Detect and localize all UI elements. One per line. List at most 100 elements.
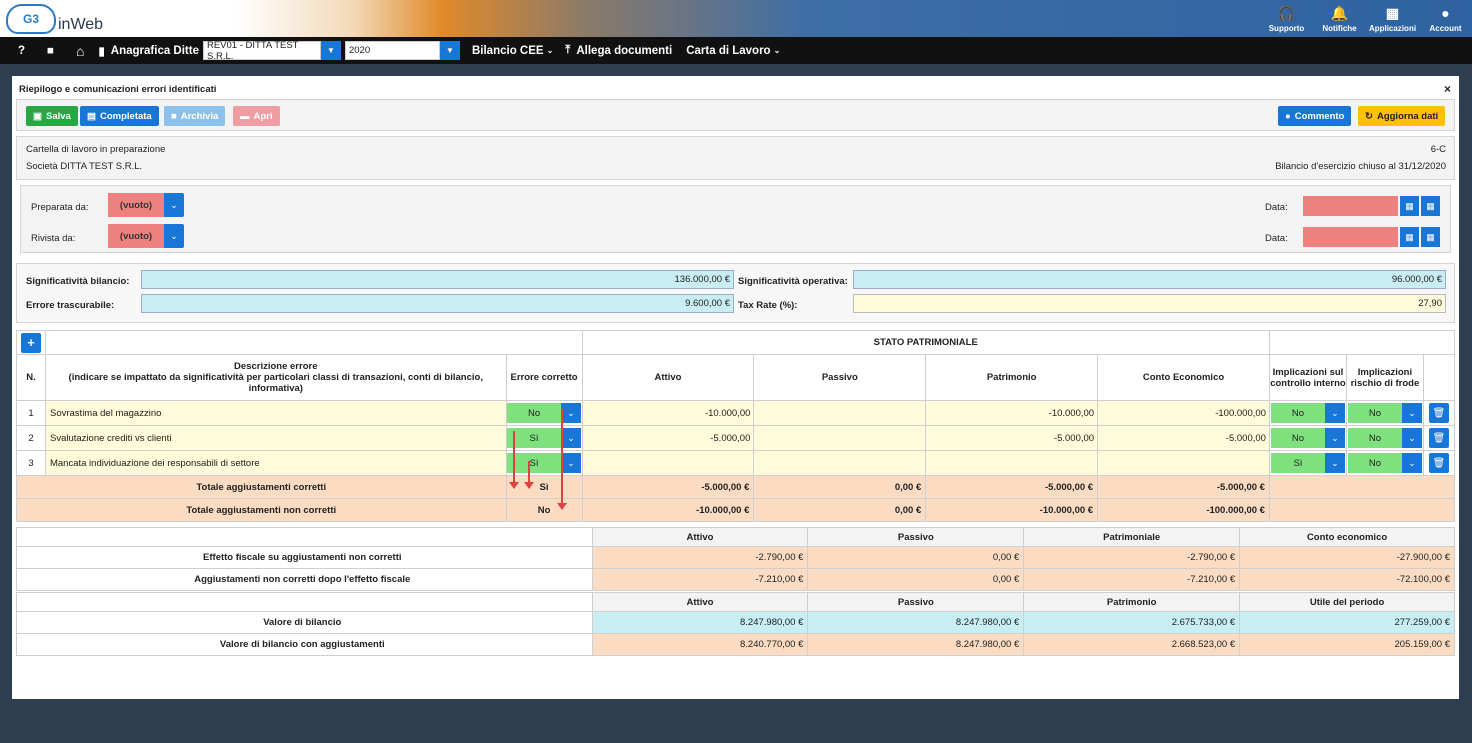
year-select[interactable]: 2020 ▼ — [344, 41, 460, 60]
totale-corretti-row: Totale aggiustamenti corretti Sì -5.000,… — [16, 475, 1456, 499]
nav-bar: ? ■ ⌂ ▮ Anagrafica Ditte REV01 - DITTA TE… — [0, 37, 1472, 64]
table-row: 1 Sovrastima del magazzino No ⌄ -10.000,0… — [16, 400, 1456, 426]
fiscal-table: Attivo Passivo Patrimoniale Conto economico… — [16, 527, 1455, 591]
calendar-check-icon[interactable]: ▦ — [1421, 196, 1440, 216]
descrizione-cell[interactable]: Mancata individuazione dei responsabili … — [44, 450, 507, 476]
grid-icon: ▦ — [1385, 4, 1400, 21]
date-input[interactable] — [1303, 227, 1398, 247]
support-button[interactable]: 🎧 Supporto — [1268, 4, 1305, 33]
chevron-down-icon: ⌄ — [546, 46, 554, 55]
close-icon[interactable]: × — [1443, 82, 1451, 96]
table-row: 2 Svalutazione crediti vs clienti Sì ⌄ -5… — [16, 425, 1456, 451]
panel-title: Riepilogo e comunicazioni errori identif… — [19, 84, 217, 95]
errore-corretto-select[interactable]: Sì ⌄ — [507, 428, 582, 448]
stato-cartella: Cartella di lavoro in preparazione — [26, 144, 166, 155]
archive-icon: ■ — [171, 110, 177, 122]
codice-cartella: 6-C — [1430, 144, 1446, 155]
annotation-arrow — [509, 431, 519, 489]
user-icon: ● — [1441, 4, 1450, 21]
data-rivista-field[interactable]: ▦ ▦ — [1303, 227, 1440, 247]
carta-di-lavoro-menu[interactable]: Carta di Lavoro ⌄ — [686, 44, 781, 57]
help-icon[interactable]: ? — [18, 44, 26, 57]
errore-corretto-select[interactable]: Sì ⌄ — [507, 453, 582, 473]
rischio-frode-select[interactable]: No ⌄ — [1347, 453, 1422, 473]
controllo-interno-select[interactable]: Sì ⌄ — [1270, 453, 1345, 473]
preparata-label: Preparata da: — [31, 202, 89, 213]
societa-name: Società DITTA TEST S.R.L. — [26, 161, 143, 172]
descrizione-cell[interactable]: Svalutazione crediti vs clienti — [44, 425, 507, 451]
controllo-interno-select[interactable]: No ⌄ — [1270, 428, 1345, 448]
calendar-check-icon[interactable]: ▦ — [1421, 227, 1440, 247]
aggiorna-dati-button[interactable]: ↻ Aggiorna dati — [1358, 106, 1446, 126]
prep-box: Preparata da: (vuoto) ⌄ Rivista da: (vuot… — [20, 185, 1451, 253]
errore-corretto-select[interactable]: No ⌄ — [507, 403, 582, 423]
chevron-down-icon: ⌄ — [1401, 428, 1422, 448]
preparata-select[interactable]: (vuoto) ⌄ — [108, 193, 184, 217]
errors-table: + STATO PATRIMONIALE N. Descrizione erro… — [16, 330, 1456, 522]
tax-rate-field[interactable]: 27,90 — [853, 294, 1446, 313]
toolbar: ▣ Salva ▤ Completata ■ Archivia ▬ Apri ● Comm… — [16, 99, 1455, 131]
col-implicazioni-ci: Implicazioni sul controllo interno — [1268, 354, 1347, 401]
add-cell: + — [16, 330, 46, 355]
table-row: Effetto fiscale su aggiustamenti non cor… — [16, 546, 1455, 569]
errore-trascurabile-field[interactable]: 9.600,00 € — [141, 294, 734, 313]
apps-button[interactable]: ▦ Applicazioni — [1368, 4, 1417, 33]
upload-icon: ⤒ — [565, 44, 571, 56]
save-button[interactable]: ▣ Salva — [26, 106, 78, 126]
chevron-down-icon: ▼ — [320, 41, 341, 60]
info-box: Cartella di lavoro in preparazione 6-C S… — [16, 136, 1455, 180]
bilancio-cee-menu[interactable]: Bilancio CEE ⌄ — [471, 44, 554, 57]
table-row: Aggiustamenti non corretti dopo l'effett… — [16, 568, 1455, 591]
tax-rate-label: Tax Rate (%): — [738, 300, 798, 311]
col-descrizione: Descrizione errore (indicare se impattat… — [44, 354, 507, 401]
apri-button[interactable]: ▬ Apri — [233, 106, 280, 126]
headset-icon: 🎧 — [1277, 4, 1296, 21]
controllo-interno-select[interactable]: No ⌄ — [1270, 403, 1345, 423]
company-select[interactable]: REV01 - DITTA TEST S.R.L. ▼ — [202, 40, 341, 62]
clipboard-icon: ▤ — [87, 110, 96, 122]
calendar-icon[interactable]: ▦ — [1400, 227, 1419, 247]
video-icon[interactable]: ■ — [47, 44, 54, 57]
signif-operativa-field[interactable]: 96.000,00 € — [853, 270, 1446, 289]
totale-non-corretti-row: Totale aggiustamenti non corretti No -10… — [16, 498, 1456, 522]
col-n: N. — [16, 354, 46, 401]
chevron-down-icon: ⌄ — [1324, 453, 1345, 473]
add-row-button[interactable]: + — [20, 332, 41, 353]
trash-icon[interactable]: 🗑 — [1428, 453, 1449, 473]
account-button[interactable]: ● Account — [1429, 4, 1462, 33]
calendar-icon[interactable]: ▦ — [1400, 196, 1419, 216]
signif-bilancio-field[interactable]: 136.000,00 € — [141, 270, 734, 289]
data-preparata-field[interactable]: ▦ ▦ — [1303, 196, 1440, 216]
top-bar: G3 inWeb 🎧 Supporto 🔔 Notifiche ▦ Applicazi… — [0, 0, 1472, 37]
completata-button[interactable]: ▤ Completata — [80, 106, 159, 126]
trash-icon[interactable]: 🗑 — [1428, 428, 1449, 448]
date-input[interactable] — [1303, 196, 1398, 216]
app-logo[interactable]: G3 inWeb — [6, 3, 103, 35]
commento-button[interactable]: ● Commento — [1278, 106, 1352, 126]
col-errore-corretto: Errore corretto — [505, 354, 583, 401]
rivista-select[interactable]: (vuoto) ⌄ — [108, 224, 184, 248]
descrizione-cell[interactable]: Sovrastima del magazzino — [44, 400, 507, 426]
rischio-frode-select[interactable]: No ⌄ — [1347, 403, 1422, 423]
allega-documenti-link[interactable]: ⤒ Allega documenti — [565, 44, 673, 57]
bilancio-info: Bilancio d'esercizio chiuso al 31/12/202… — [1275, 161, 1446, 172]
archivia-button[interactable]: ■ Archivia — [164, 106, 226, 126]
chevron-down-icon: ⌄ — [1324, 403, 1345, 423]
data-label: Data: — [1265, 202, 1288, 213]
cloud-logo-icon: G3 — [6, 4, 56, 34]
home-icon[interactable]: ⌂ — [75, 42, 85, 59]
notifications-button[interactable]: 🔔 Notifiche — [1322, 4, 1357, 33]
data-label: Data: — [1265, 233, 1288, 244]
signif-bilancio-label: Significatività bilancio: — [26, 276, 130, 287]
annotation-arrow — [557, 409, 567, 510]
trash-icon[interactable]: 🗑 — [1428, 403, 1449, 423]
chevron-down-icon: ⌄ — [164, 224, 184, 248]
rischio-frode-select[interactable]: No ⌄ — [1347, 428, 1422, 448]
chevron-down-icon: ⌄ — [1401, 453, 1422, 473]
signif-operativa-label: Significatività operativa: — [738, 276, 848, 287]
col-attivo: Attivo — [581, 354, 755, 401]
chevron-down-icon: ⌄ — [1401, 403, 1422, 423]
chevron-down-icon: ⌄ — [773, 46, 781, 55]
anagrafica-ditte-link[interactable]: ▮ Anagrafica Ditte — [98, 44, 199, 58]
table-row: Valore di bilancio con aggiustamenti 8.24… — [16, 633, 1455, 656]
